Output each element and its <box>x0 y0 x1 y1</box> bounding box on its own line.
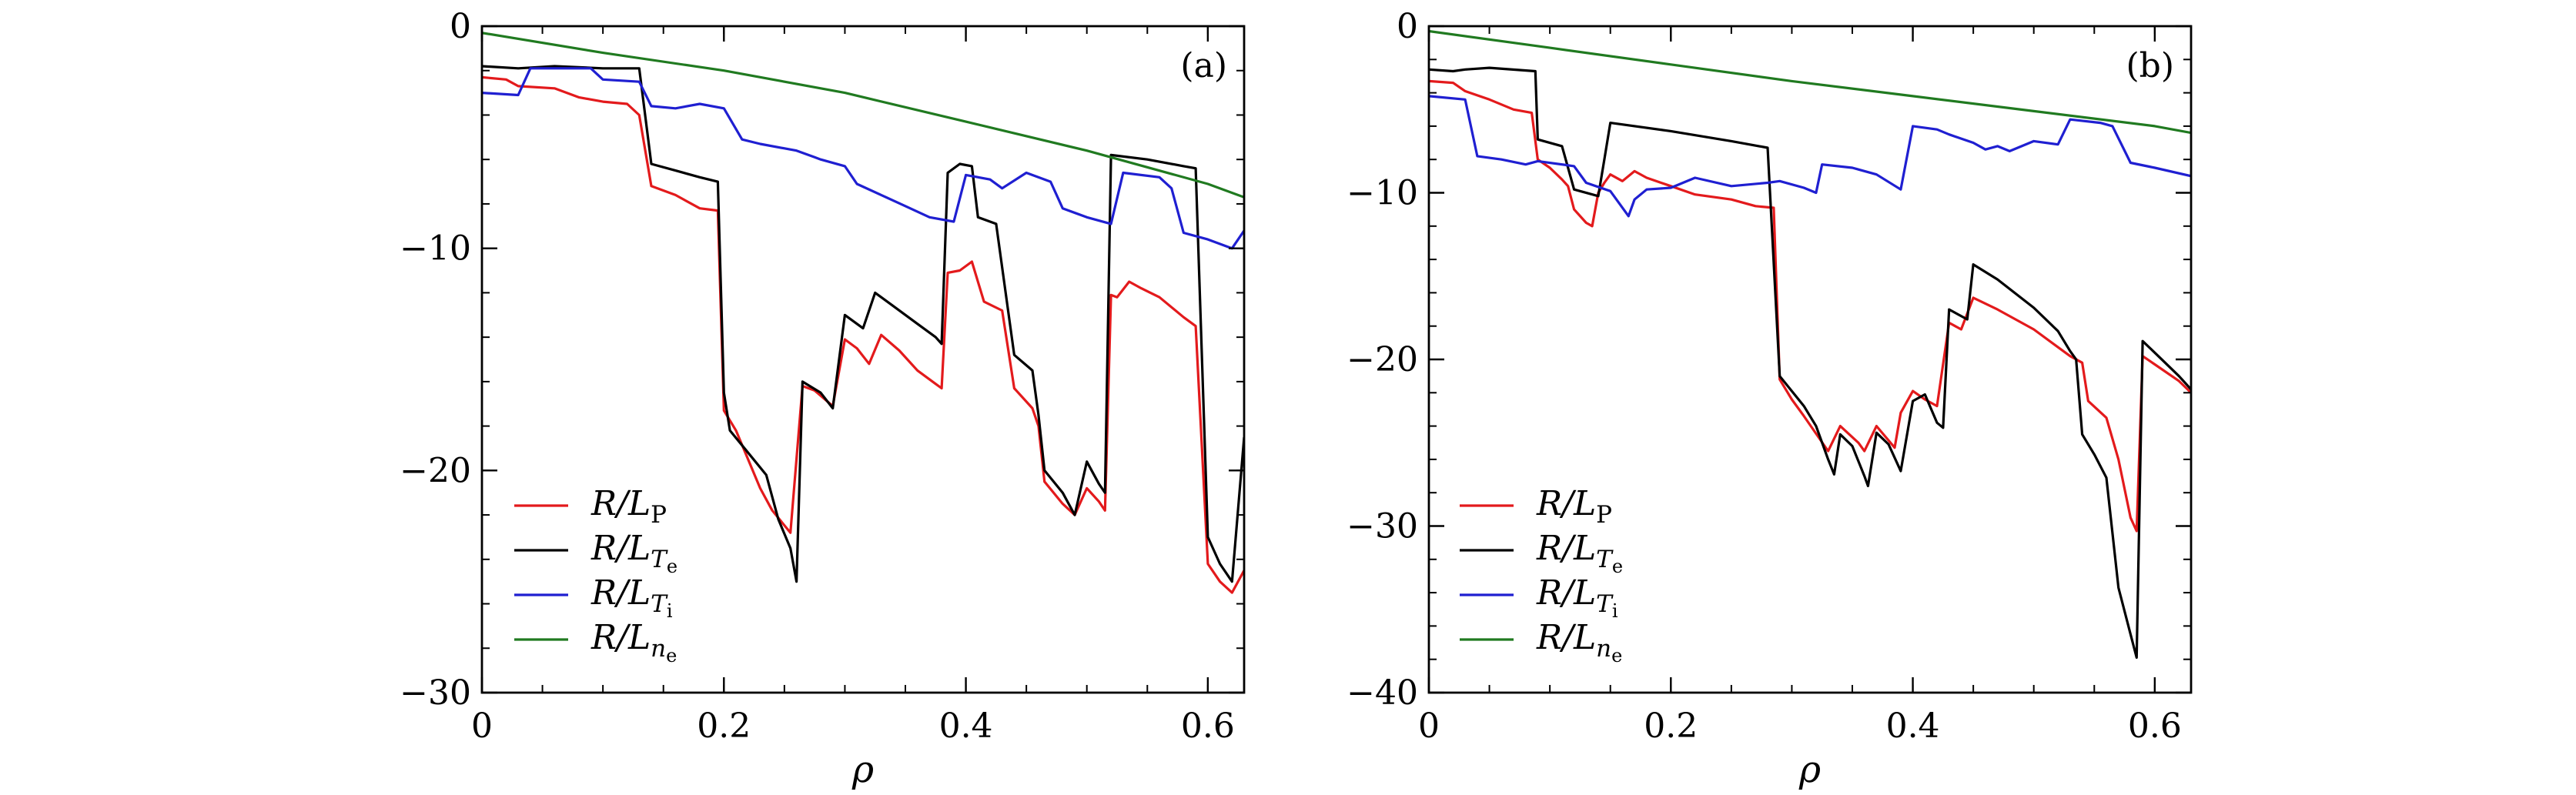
series-line-rlp <box>482 75 1244 594</box>
legend-label-sub: n <box>651 635 666 663</box>
x-tick-label: 0.4 <box>939 706 993 746</box>
legend-label: R/Lne <box>590 618 677 666</box>
x-tick-label: 0.2 <box>697 706 751 746</box>
legend-label-sub: n <box>1596 635 1611 663</box>
legend-label-subsub: e <box>1611 645 1622 666</box>
x-axis-label: ρ <box>1798 748 1821 791</box>
legend-label-main: R/L <box>1536 573 1596 613</box>
y-tick-label: −10 <box>1347 174 1418 213</box>
chart-panel-b: 0 0.2 0.4 0.60−10−20−30−40ρ(b)R/LPR/LTeR/LT… <box>1347 7 2193 791</box>
x-tick-label: 0.6 <box>2128 706 2182 746</box>
series-line-rlne <box>482 32 1244 199</box>
series-line-rlte <box>1429 66 2191 660</box>
legend-label-main: R/L <box>1536 618 1596 657</box>
legend-label-sub: T <box>1596 546 1614 573</box>
legend-label-sub: T <box>651 546 668 573</box>
legend-label: R/LTi <box>1536 573 1618 622</box>
legend-label-sub: T <box>651 590 668 618</box>
legend-label: R/Lne <box>1536 618 1622 666</box>
legend-label-subsub: e <box>1612 556 1623 577</box>
legend-label-sub: P <box>1596 501 1612 529</box>
legend-label-main: R/L <box>590 573 651 613</box>
panel-label: (a) <box>1180 46 1227 85</box>
legend-label: R/LTe <box>1536 529 1623 577</box>
legend-label-main: R/L <box>590 529 651 568</box>
panel-label: (b) <box>2126 46 2175 85</box>
plot-frame <box>480 25 1246 694</box>
legend-label-main: R/L <box>1536 484 1596 523</box>
legend-label-main: R/L <box>590 618 651 657</box>
x-tick-label: 0.2 <box>1644 706 1698 746</box>
plot-frame <box>1427 25 2193 694</box>
legend-label: R/LTi <box>590 573 673 622</box>
series-line-rlne <box>1429 29 2191 135</box>
y-tick-label: −30 <box>1347 507 1418 546</box>
series-line-rlte <box>482 65 1244 583</box>
x-axis-label: ρ <box>851 748 874 791</box>
legend-label-main: R/L <box>590 484 651 523</box>
x-tick-label: 0 <box>471 706 493 746</box>
series-line-rlti <box>482 67 1244 250</box>
series-line-rlp <box>1429 79 2191 533</box>
legend-label: R/LTe <box>590 529 677 577</box>
y-tick-label: 0 <box>1397 7 1418 46</box>
x-tick-label: 0.4 <box>1886 706 1940 746</box>
y-tick-label: −20 <box>1347 340 1418 379</box>
y-tick-label: −40 <box>1347 673 1418 713</box>
chart-panel-a: 0 0.2 0.4 0.60−10−20−30ρ(a)R/LPR/LTeR/LTiR/… <box>400 7 1246 791</box>
legend-label: R/LP <box>590 484 667 529</box>
x-tick-label: 0 <box>1418 706 1440 746</box>
legend-label-subsub: i <box>667 600 673 622</box>
legend-label-subsub: e <box>666 645 677 666</box>
y-tick-label: 0 <box>450 7 471 46</box>
legend-label-subsub: i <box>1612 600 1618 622</box>
legend-label-subsub: e <box>667 556 677 577</box>
x-tick-label: 0.6 <box>1181 706 1235 746</box>
legend-label: R/LP <box>1536 484 1612 529</box>
series-line-rlti <box>1429 95 2191 218</box>
y-tick-label: −20 <box>400 451 471 490</box>
y-tick-label: −10 <box>400 229 471 269</box>
legend-label-sub: P <box>651 501 667 529</box>
legend-label-sub: T <box>1596 590 1614 618</box>
y-tick-label: −30 <box>400 673 471 713</box>
legend-label-main: R/L <box>1536 529 1596 568</box>
